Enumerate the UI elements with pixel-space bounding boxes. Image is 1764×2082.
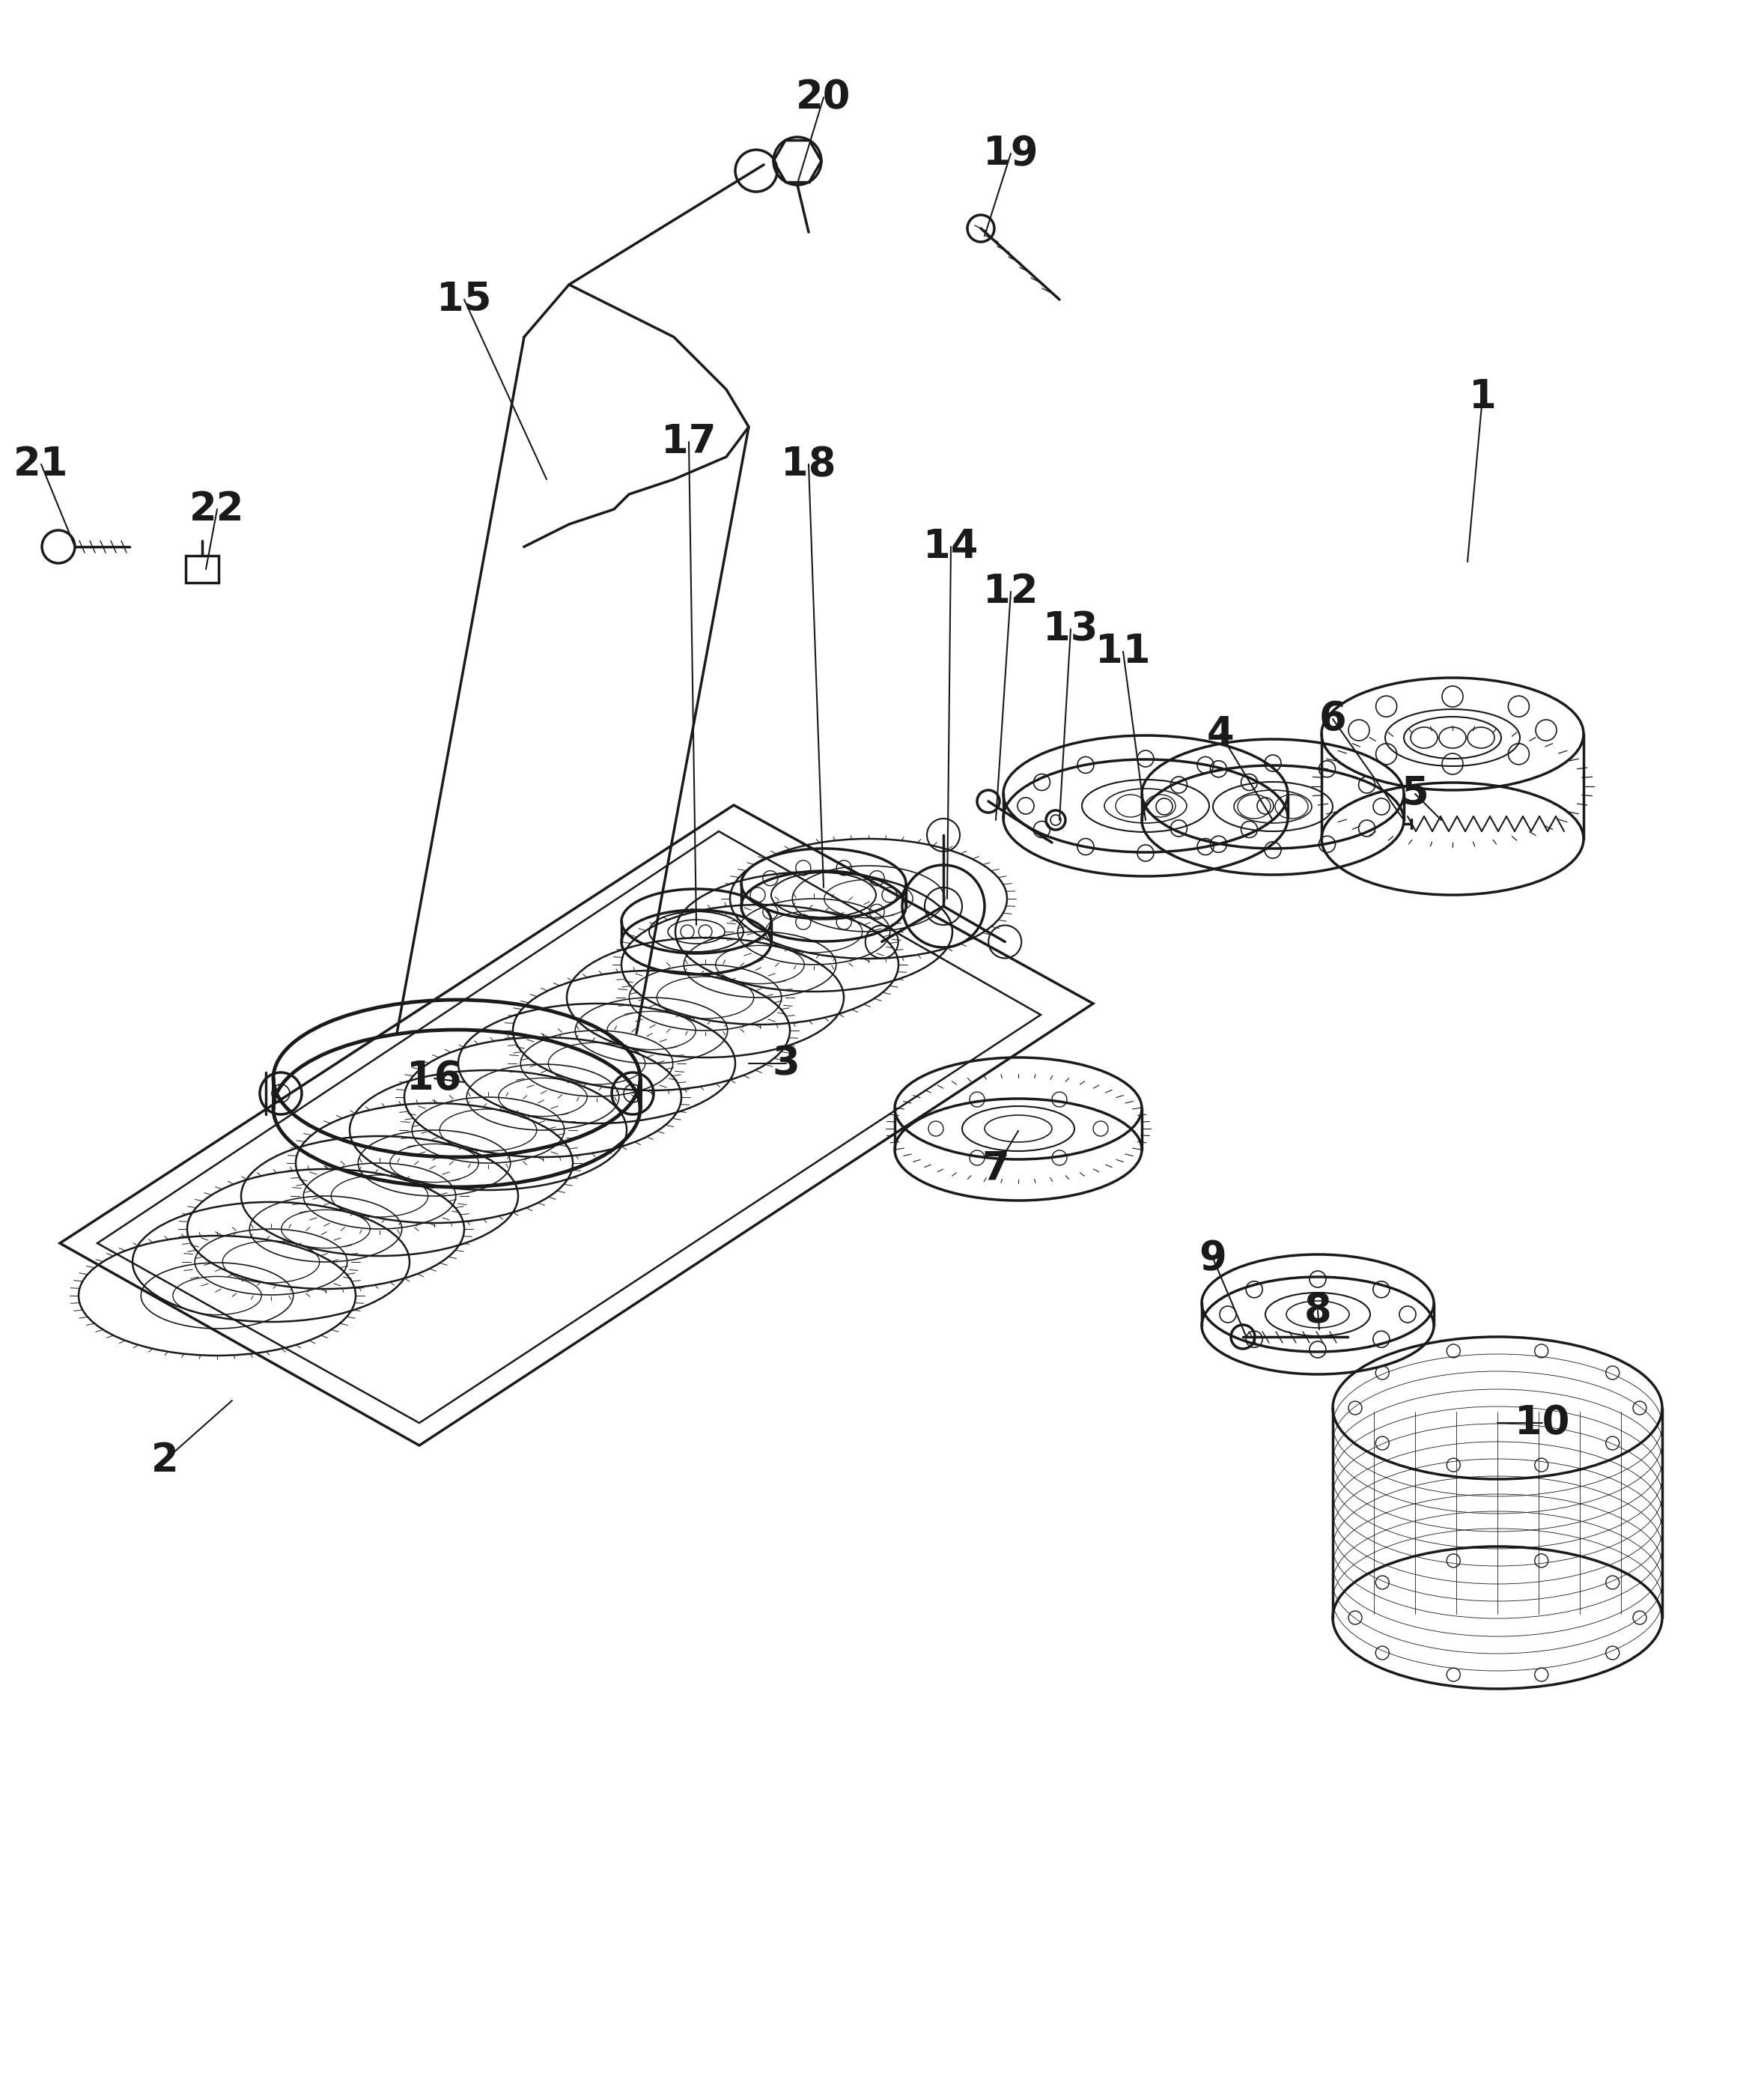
Text: 4: 4	[1207, 714, 1235, 754]
Text: 15: 15	[437, 281, 492, 319]
Text: 22: 22	[189, 489, 245, 529]
Text: 14: 14	[923, 527, 979, 566]
Bar	[185, 556, 219, 583]
Text: 7: 7	[983, 1149, 1009, 1189]
Text: 5: 5	[1401, 775, 1429, 814]
Text: 20: 20	[796, 77, 850, 117]
Text: 12: 12	[983, 573, 1039, 612]
Text: 3: 3	[773, 1043, 799, 1083]
Text: 19: 19	[983, 133, 1039, 173]
Text: 9: 9	[1200, 1239, 1226, 1278]
Text: 10: 10	[1515, 1403, 1570, 1443]
Text: 16: 16	[407, 1060, 462, 1097]
Text: 17: 17	[662, 423, 716, 462]
Text: 21: 21	[14, 446, 69, 483]
Text: 18: 18	[781, 446, 836, 483]
Text: 1: 1	[1469, 377, 1496, 416]
Text: 11: 11	[1095, 633, 1150, 670]
Text: 13: 13	[1043, 610, 1099, 650]
Text: 6: 6	[1319, 700, 1346, 739]
Text: 2: 2	[152, 1441, 178, 1480]
Text: 8: 8	[1304, 1291, 1332, 1330]
